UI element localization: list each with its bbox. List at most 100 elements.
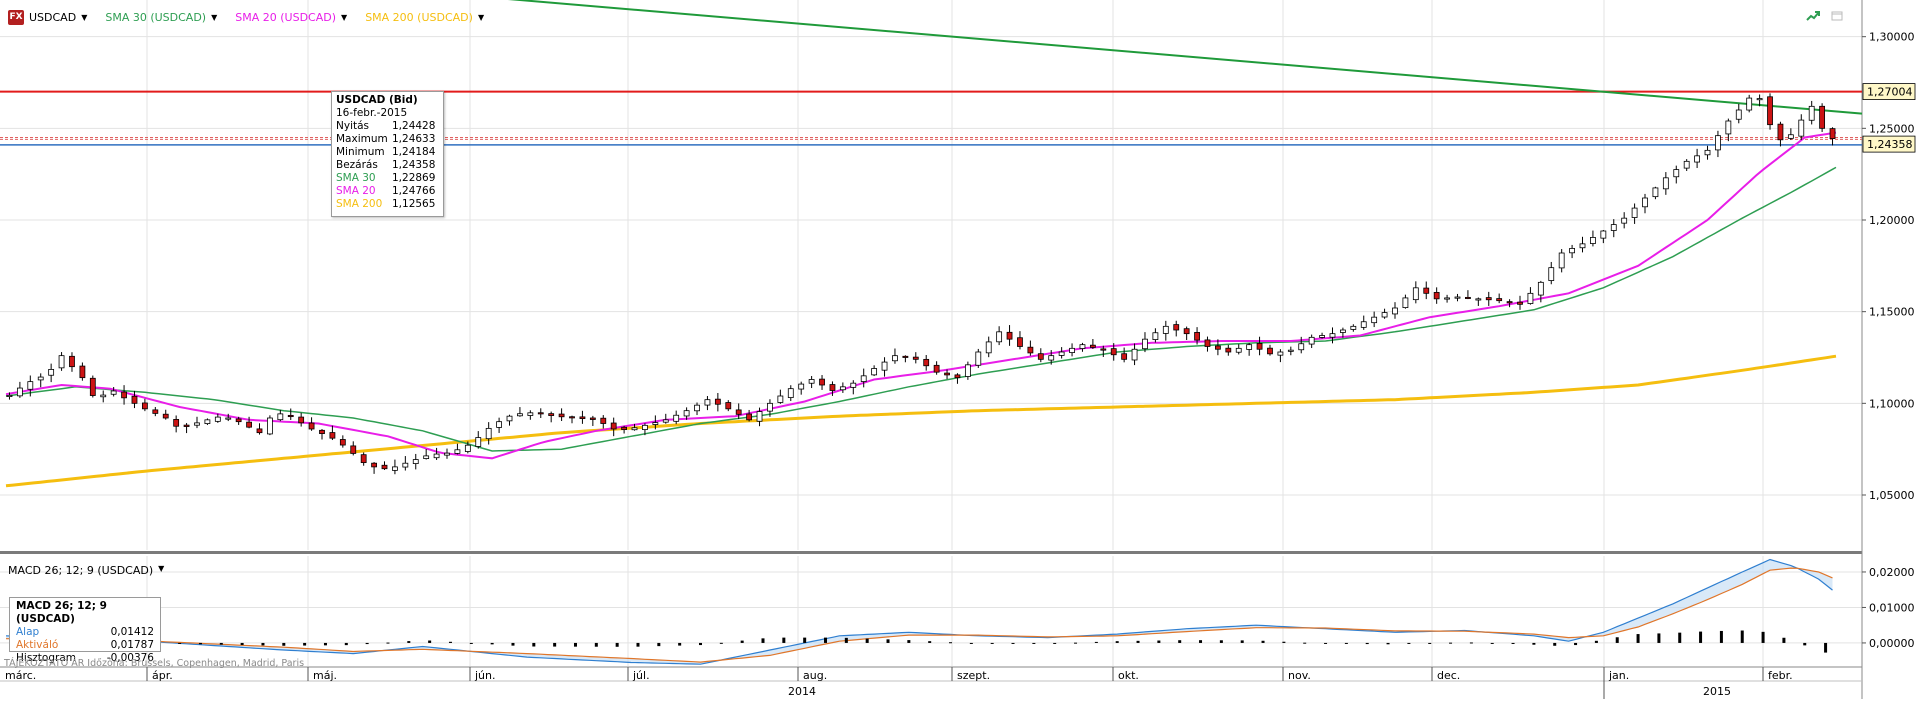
y-tick-label: 1,25000 bbox=[1869, 122, 1915, 135]
main-plot-area bbox=[0, 0, 1862, 550]
candle-up bbox=[1798, 119, 1805, 137]
legend-sma30[interactable]: SMA 30 (USDCAD) ▼ bbox=[105, 11, 217, 24]
candle-up bbox=[1756, 98, 1763, 101]
histogram-bar bbox=[1032, 642, 1036, 644]
month-label: márc. bbox=[5, 669, 36, 682]
candle-down bbox=[923, 358, 930, 367]
candle-up bbox=[517, 413, 523, 417]
histogram-bar bbox=[1678, 632, 1682, 643]
candle-up bbox=[496, 421, 502, 428]
candle-up bbox=[996, 331, 1003, 343]
histogram-bar bbox=[1449, 642, 1453, 644]
sma30-line bbox=[5, 166, 1837, 452]
candle-down bbox=[912, 356, 919, 360]
histogram-bar bbox=[573, 642, 577, 647]
legend-sma200[interactable]: SMA 200 (USDCAD) ▼ bbox=[365, 11, 484, 24]
histogram-bar bbox=[949, 642, 953, 644]
tooltip-value: 1,24428 bbox=[392, 120, 436, 132]
month-label: nov. bbox=[1288, 669, 1311, 682]
legend-sma30-label: SMA 30 (USDCAD) bbox=[105, 10, 207, 24]
candle-up bbox=[1287, 349, 1294, 352]
candle-up bbox=[1683, 160, 1690, 169]
candle-down bbox=[1204, 339, 1211, 347]
histogram-bar bbox=[1761, 631, 1765, 643]
candle-up bbox=[1298, 343, 1305, 351]
histogram-bar bbox=[907, 640, 911, 643]
tooltip-value: 1,22869 bbox=[392, 172, 436, 184]
candle-down bbox=[1194, 332, 1200, 341]
tooltip-key: SMA 200 bbox=[336, 198, 383, 210]
chevron-down-icon: ▼ bbox=[158, 564, 165, 573]
month-label: máj. bbox=[313, 669, 337, 682]
candle-up bbox=[48, 369, 55, 376]
symbol-selector[interactable]: FX USDCAD ▼ bbox=[8, 9, 87, 25]
candle-down bbox=[1777, 123, 1784, 141]
candle-down bbox=[1517, 301, 1523, 305]
candle-up bbox=[1392, 307, 1398, 315]
histogram-bar bbox=[990, 642, 994, 644]
tooltip-value: 1,24358 bbox=[392, 159, 436, 171]
candle-down bbox=[548, 413, 555, 416]
chevron-down-icon: ▼ bbox=[211, 12, 218, 22]
histogram-bar bbox=[1136, 640, 1140, 643]
candle-down bbox=[1017, 337, 1023, 347]
candle-down bbox=[246, 421, 252, 428]
candle-up bbox=[631, 427, 638, 431]
histogram-bar bbox=[1074, 642, 1078, 644]
histogram-bar bbox=[865, 638, 869, 643]
candle-up bbox=[975, 351, 982, 366]
candle-down bbox=[298, 416, 305, 424]
histogram-bar bbox=[1407, 642, 1411, 644]
macd-histogram bbox=[11, 630, 1828, 653]
histogram-bar bbox=[1636, 634, 1640, 643]
histogram-bar bbox=[1615, 637, 1619, 643]
candle-up bbox=[1058, 351, 1065, 356]
candle-up bbox=[475, 437, 482, 447]
candle-up bbox=[412, 459, 419, 464]
histogram-bar bbox=[928, 641, 932, 643]
panel-separator bbox=[0, 551, 1862, 554]
histogram-bar bbox=[719, 642, 723, 644]
candle-up bbox=[1704, 149, 1711, 156]
candle-up bbox=[892, 355, 898, 362]
candle-up bbox=[1590, 237, 1596, 244]
month-label: dec. bbox=[1437, 669, 1460, 682]
candle-up bbox=[871, 368, 878, 376]
candle-down bbox=[1496, 298, 1503, 302]
legend-sma20[interactable]: SMA 20 (USDCAD) ▼ bbox=[235, 11, 347, 24]
macd-y-tick-label: 0,02000 bbox=[1869, 566, 1915, 579]
sma200-line bbox=[5, 354, 1837, 488]
y-tick-label: 1,20000 bbox=[1869, 214, 1915, 227]
candle-up bbox=[704, 399, 711, 406]
histogram-bar bbox=[1011, 642, 1015, 644]
candle-down bbox=[714, 398, 721, 405]
histogram-bar bbox=[1365, 642, 1369, 645]
candle-up bbox=[100, 394, 107, 398]
candle-up bbox=[1340, 329, 1346, 333]
year-label: 2014 bbox=[788, 685, 816, 698]
window-icon[interactable] bbox=[1830, 10, 1844, 22]
month-label: okt. bbox=[1118, 669, 1139, 682]
macd-row: Hisztogram -0,00376 bbox=[16, 652, 154, 665]
candle-up bbox=[1631, 207, 1638, 218]
trend-arrow-icon[interactable] bbox=[1806, 10, 1820, 22]
chart-toolbar bbox=[1806, 10, 1844, 22]
price-label-box bbox=[1862, 83, 1916, 100]
candle-up bbox=[787, 388, 794, 398]
histogram-bar bbox=[1240, 640, 1244, 643]
candle-down bbox=[1829, 128, 1836, 140]
histogram-bar bbox=[1469, 642, 1473, 644]
candle-down bbox=[183, 424, 190, 427]
candle-up bbox=[277, 413, 284, 421]
macd-plot-area bbox=[0, 556, 1862, 666]
histogram-bar bbox=[1490, 642, 1494, 644]
macd-indicator-selector[interactable]: MACD 26; 12; 9 (USDCAD) ▼ bbox=[8, 564, 164, 577]
candle-down bbox=[381, 464, 388, 470]
candle-up bbox=[1412, 287, 1419, 301]
candle-down bbox=[933, 364, 940, 373]
candle-up bbox=[756, 411, 763, 422]
candle-up bbox=[1662, 177, 1669, 190]
candle-up bbox=[1079, 344, 1086, 349]
histogram-bar bbox=[344, 642, 348, 646]
